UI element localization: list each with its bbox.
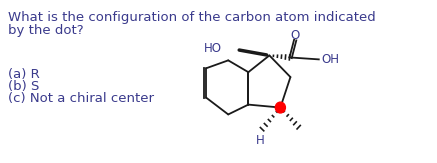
Text: (c) Not a chiral center: (c) Not a chiral center	[8, 92, 154, 105]
Text: OH: OH	[322, 53, 340, 66]
Text: O: O	[290, 29, 300, 42]
Text: H: H	[256, 134, 265, 147]
Text: (b) S: (b) S	[8, 80, 39, 93]
Text: HO: HO	[204, 42, 222, 55]
Text: (a) R: (a) R	[8, 68, 39, 81]
Text: by the dot?: by the dot?	[8, 24, 83, 37]
Circle shape	[275, 102, 285, 113]
Text: What is the configuration of the carbon atom indicated: What is the configuration of the carbon …	[8, 11, 375, 24]
